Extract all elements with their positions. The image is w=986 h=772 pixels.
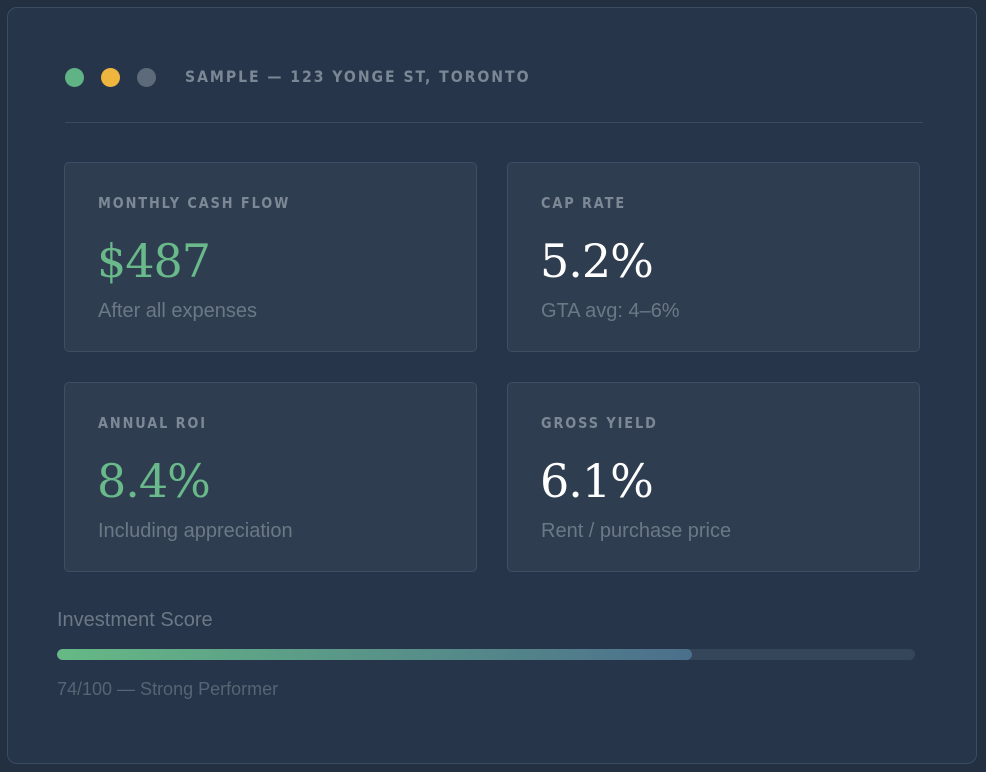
yellow-dot-icon <box>101 68 120 87</box>
property-address: SAMPLE — 123 YONGE ST, TORONTO <box>185 67 531 86</box>
investment-score-bar <box>57 649 915 660</box>
metric-subtitle: Including appreciation <box>98 520 293 542</box>
metric-label: GROSS YIELD <box>541 414 658 432</box>
metric-subtitle: After all expenses <box>98 300 257 322</box>
metric-value: 6.1% <box>540 454 654 508</box>
metric-card-annual-roi: ANNUAL ROI 8.4% Including appreciation <box>64 382 477 572</box>
metric-label: MONTHLY CASH FLOW <box>98 194 291 212</box>
metric-card-cap-rate: CAP RATE 5.2% GTA avg: 4–6% <box>507 162 920 352</box>
metric-label: ANNUAL ROI <box>98 414 207 432</box>
metric-value: $487 <box>97 234 211 288</box>
metric-subtitle: Rent / purchase price <box>541 520 732 542</box>
panel-header: SAMPLE — 123 YONGE ST, TORONTO <box>65 66 923 123</box>
metric-value: 5.2% <box>540 234 654 288</box>
investment-score-label: Investment Score <box>57 609 213 631</box>
metric-subtitle: GTA avg: 4–6% <box>541 300 680 322</box>
metric-value: 8.4% <box>97 454 211 508</box>
metric-label: CAP RATE <box>541 194 627 212</box>
investment-score-bar-fill <box>57 649 692 660</box>
gray-dot-icon <box>137 68 156 87</box>
green-dot-icon <box>65 68 84 87</box>
metric-card-monthly-cash-flow: MONTHLY CASH FLOW $487 After all expense… <box>64 162 477 352</box>
metric-card-gross-yield: GROSS YIELD 6.1% Rent / purchase price <box>507 382 920 572</box>
investment-score-text: 74/100 — Strong Performer <box>57 679 279 699</box>
